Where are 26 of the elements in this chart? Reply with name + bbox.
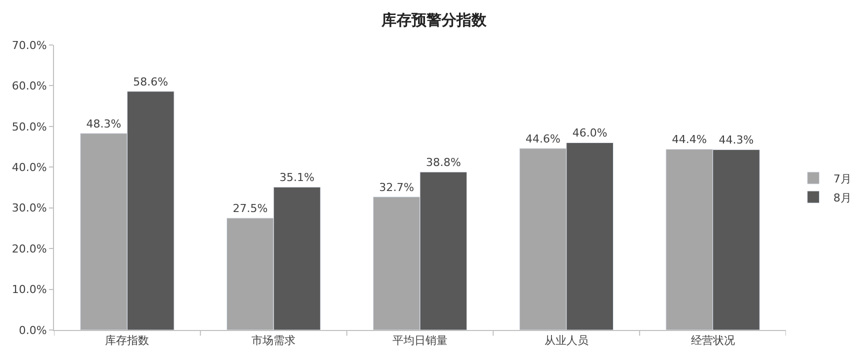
y-tick-label: 10.0% — [12, 283, 47, 296]
y-tick-label: 70.0% — [12, 38, 47, 52]
data-label: 32.7% — [379, 180, 414, 194]
y-tick-label: 40.0% — [12, 160, 47, 174]
x-tick-label: 库存指数 — [105, 334, 150, 348]
legend-label: 7月 — [833, 172, 852, 186]
data-label: 48.3% — [86, 117, 122, 130]
x-tick-label: 市场需求 — [252, 334, 296, 348]
data-label: 58.6% — [133, 75, 168, 88]
chart-title: 库存预警分指数 — [380, 10, 488, 29]
y-tick-label: 20.0% — [12, 242, 47, 256]
y-tick-label: 0.0% — [18, 324, 47, 337]
y-tick-label: 60.0% — [12, 80, 47, 93]
data-label: 44.6% — [526, 132, 560, 146]
data-label: 35.1% — [280, 171, 314, 184]
data-label: 46.0% — [572, 126, 608, 140]
data-label: 44.4% — [672, 133, 707, 146]
legend-label: 8月 — [833, 191, 852, 204]
x-tick-label: 平均日销量 — [392, 334, 448, 348]
data-label: 38.8% — [426, 156, 461, 170]
x-tick-label: 经营状况 — [690, 334, 735, 348]
data-label: 27.5% — [232, 202, 268, 216]
x-tick-label: 从业人员 — [544, 334, 588, 348]
y-tick-label: 30.0% — [12, 202, 47, 215]
y-tick-label: 50.0% — [12, 120, 47, 134]
data-label: 44.3% — [718, 134, 754, 147]
